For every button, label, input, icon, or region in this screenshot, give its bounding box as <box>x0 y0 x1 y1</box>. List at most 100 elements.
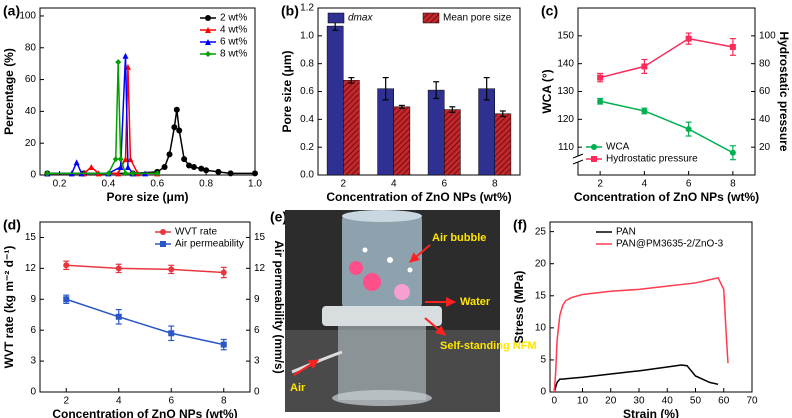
series-line <box>599 37 734 79</box>
marker <box>160 229 166 235</box>
x-tick-label: 4 <box>391 179 397 190</box>
series-line <box>599 100 734 154</box>
x-tick-label: 50 <box>690 396 702 407</box>
marker <box>220 269 227 276</box>
marker <box>122 170 129 177</box>
photo-panel: (e) Air bubble Water Self-standing NFM A… <box>270 209 537 412</box>
x-axis-label: Strain (%) <box>623 407 679 418</box>
marker <box>205 27 211 33</box>
axis-break <box>573 156 583 162</box>
y-tick-label: 1.0 <box>300 30 314 41</box>
y-axis-label: Pore size (μm) <box>280 50 294 132</box>
series-line <box>47 62 158 175</box>
marker <box>160 241 166 247</box>
marker <box>729 43 736 50</box>
annotation: Air bubble <box>432 232 486 244</box>
y-tick-label: 130 <box>557 86 574 97</box>
y-tick-label: 140 <box>557 58 574 69</box>
marker <box>122 156 129 163</box>
tube-top <box>342 210 422 222</box>
marker <box>227 170 234 177</box>
y-tick-label: 80 <box>25 42 37 53</box>
flange <box>322 306 442 326</box>
legend-swatch <box>422 12 440 24</box>
x-tick-label: 40 <box>662 396 674 407</box>
marker <box>154 170 161 177</box>
arrow <box>409 244 431 263</box>
series-line <box>66 264 224 274</box>
y-tick-label: 10 <box>535 322 547 333</box>
marker <box>117 156 124 163</box>
panel-label: (f) <box>513 217 527 233</box>
legend-label: 6 wt% <box>220 37 247 48</box>
series-line <box>47 55 146 175</box>
marker <box>252 170 258 177</box>
bubble <box>362 247 368 253</box>
y-tick-label: 100 <box>19 11 36 22</box>
marker <box>176 127 183 134</box>
marker <box>171 124 178 131</box>
marker <box>115 59 122 66</box>
y-tick-label: 20 <box>535 258 547 269</box>
y-tick-label: 6 <box>30 325 36 336</box>
y-tick-label: 0.4 <box>300 114 314 125</box>
x-tick-label: 4 <box>642 179 648 190</box>
arrow <box>424 317 446 336</box>
y-tick-label: 110 <box>558 142 574 153</box>
legend-label: WCA <box>606 142 630 153</box>
axis-break <box>572 153 584 159</box>
x-tick-label: 2 <box>63 396 69 407</box>
x-tick-label: 4 <box>116 396 122 407</box>
y-tick-label: 60 <box>25 74 37 85</box>
marker <box>591 156 597 162</box>
marker <box>597 98 604 105</box>
y-tick-label: 150 <box>557 30 574 41</box>
marker <box>112 156 119 163</box>
y2-tick-label: 9 <box>254 294 260 305</box>
legend-label: Hydrostatic pressure <box>606 154 698 165</box>
x-tick-label: 30 <box>633 396 645 407</box>
marker <box>685 35 692 42</box>
y-axis-label: Stress (MPa) <box>512 271 526 344</box>
plot-frame <box>549 221 753 393</box>
bar <box>343 80 360 176</box>
marker <box>685 126 692 133</box>
fish <box>349 261 363 275</box>
legend-label: 8 wt% <box>220 49 247 60</box>
y2-axis-label: Air permeability (mm/s) <box>272 240 286 373</box>
legend-label: WVT rate <box>175 227 217 238</box>
marker <box>88 164 95 171</box>
y-axis-label: WVT rate (kg m⁻² d⁻¹) <box>2 246 16 369</box>
marker <box>597 74 604 81</box>
bar <box>427 89 445 176</box>
marker <box>729 149 736 156</box>
marker <box>166 151 173 158</box>
x-tick-label: 0.6 <box>150 179 164 190</box>
plot-frame <box>39 7 256 176</box>
annotation: Self-standing NFM <box>440 340 537 352</box>
marker <box>44 170 51 177</box>
panel-label: (e) <box>270 209 287 225</box>
y2-tick-label: 40 <box>759 114 771 125</box>
y2-tick-label: 6 <box>254 325 260 336</box>
x-tick-label: 10 <box>577 396 589 407</box>
y2-tick-label: 60 <box>759 86 771 97</box>
legend-label: PAN@PM3635-2/ZnO-3 <box>616 239 724 250</box>
y-tick-label: 0 <box>30 387 36 398</box>
marker <box>115 170 122 177</box>
marker <box>591 144 597 150</box>
y-tick-label: 0.0 <box>300 170 314 181</box>
marker <box>186 162 193 169</box>
marker <box>173 106 180 113</box>
x-axis-label: Concentration of ZnO NPs (wt%) <box>52 407 237 418</box>
x-tick-label: 6 <box>441 179 447 190</box>
marker <box>215 168 222 175</box>
lower-chamber <box>338 326 426 400</box>
y-tick-label: 20 <box>25 138 37 149</box>
marker <box>122 52 129 59</box>
bar <box>326 25 344 176</box>
y-axis-label: Percentage (%) <box>2 48 16 135</box>
y-tick-label: 40 <box>25 106 37 117</box>
y-tick-label: 1.2 <box>300 3 314 14</box>
marker <box>115 265 122 272</box>
